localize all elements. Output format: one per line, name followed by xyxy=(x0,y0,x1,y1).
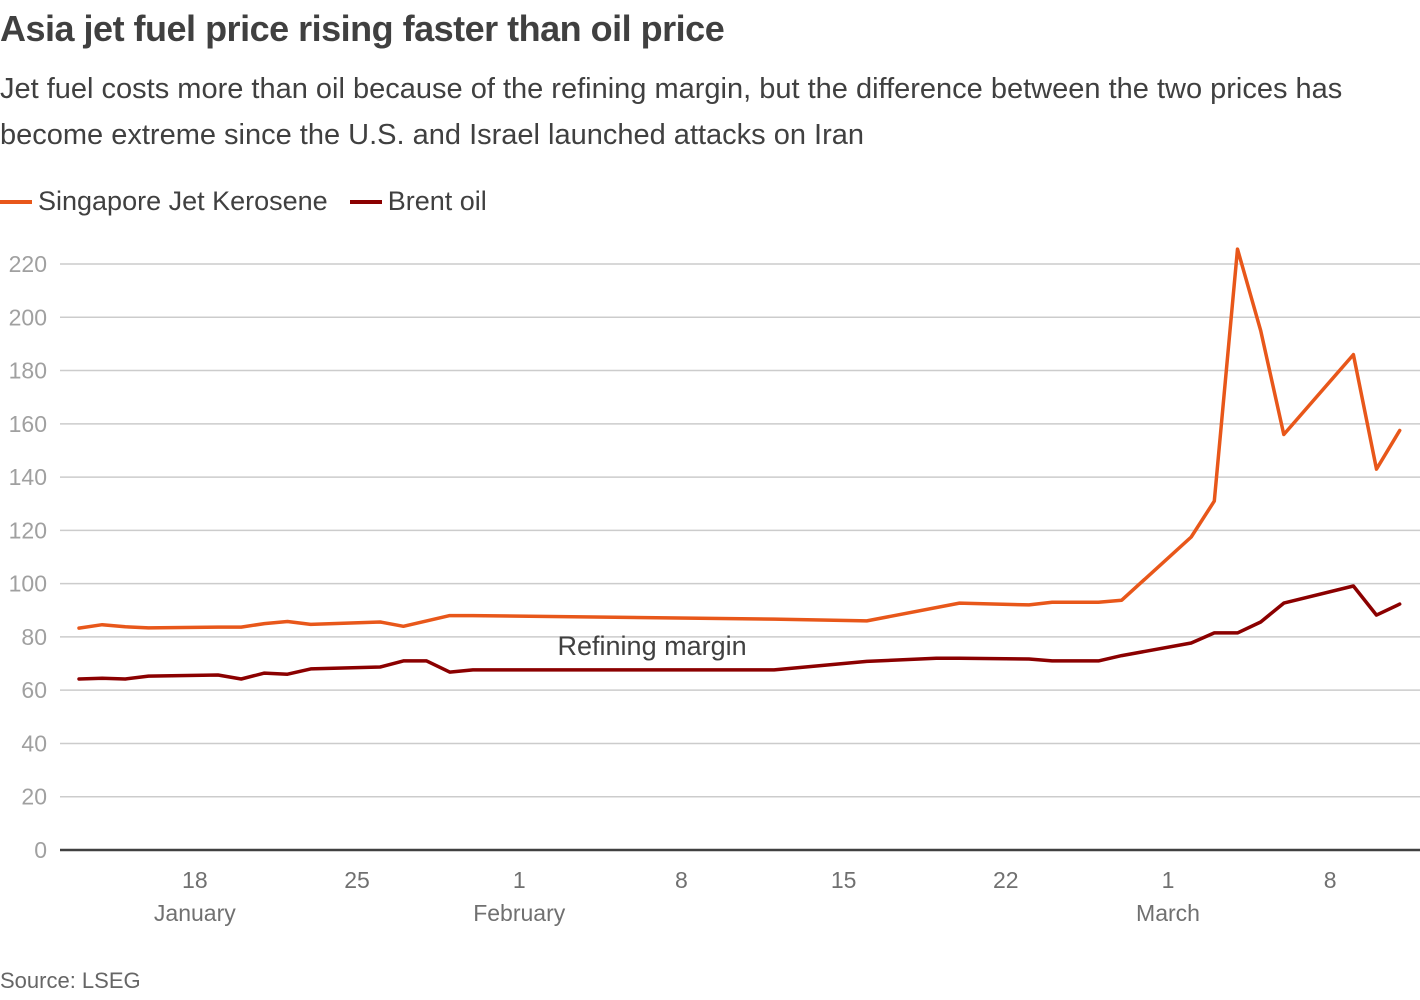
x-month-label: January xyxy=(154,900,236,926)
x-tick-label: 25 xyxy=(344,867,370,893)
legend-item-brent: Brent oil xyxy=(349,186,487,217)
y-axis-ticks: 0 20 40 60 80 100 120 140 160 180 200 220 xyxy=(9,251,47,863)
y-tick-label: 40 xyxy=(21,730,47,756)
y-tick-label: 120 xyxy=(9,517,47,543)
y-tick-label: 100 xyxy=(9,571,47,597)
x-tick-label: 22 xyxy=(993,867,1019,893)
legend-swatch-brent xyxy=(349,199,382,204)
gridlines xyxy=(60,263,1420,852)
y-tick-label: 140 xyxy=(9,464,47,490)
y-tick-label: 20 xyxy=(21,784,47,810)
legend-item-jet-kerosene: Singapore Jet Kerosene xyxy=(0,186,328,217)
y-tick-label: 80 xyxy=(21,624,47,650)
x-tick-label: 8 xyxy=(675,867,688,893)
annotation-refining-margin: Refining margin xyxy=(558,631,747,661)
x-tick-label: 1 xyxy=(1162,867,1175,893)
series-line-jet-kerosene xyxy=(77,247,1402,630)
y-tick-label: 220 xyxy=(9,251,47,277)
source-note: Source: LSEG xyxy=(0,968,141,993)
x-tick-label: 8 xyxy=(1324,867,1337,893)
legend: Singapore Jet Kerosene Brent oil xyxy=(0,186,509,217)
legend-swatch-jet-kerosene xyxy=(0,199,32,204)
x-tick-label: 15 xyxy=(831,867,857,893)
series-line-brent xyxy=(77,584,1402,681)
chart-subtitle: Jet fuel costs more than oil because of … xyxy=(0,73,1343,151)
y-tick-label: 180 xyxy=(9,358,47,384)
chart-title: Asia jet fuel price rising faster than o… xyxy=(0,8,725,49)
x-month-label: March xyxy=(1136,900,1200,926)
x-tick-label: 1 xyxy=(513,867,526,893)
y-tick-label: 0 xyxy=(34,837,47,863)
x-month-label: February xyxy=(473,900,566,926)
x-tick-label: 18 xyxy=(182,867,208,893)
y-tick-label: 160 xyxy=(9,411,47,437)
y-tick-label: 60 xyxy=(21,677,47,703)
y-tick-label: 200 xyxy=(9,304,47,330)
series-lines xyxy=(77,247,1402,681)
legend-label-brent: Brent oil xyxy=(387,186,487,216)
legend-label-jet-kerosene: Singapore Jet Kerosene xyxy=(38,186,328,216)
x-axis-ticks: 18 January 25 1 February 8 15 22 1 March 8 xyxy=(154,867,1337,926)
